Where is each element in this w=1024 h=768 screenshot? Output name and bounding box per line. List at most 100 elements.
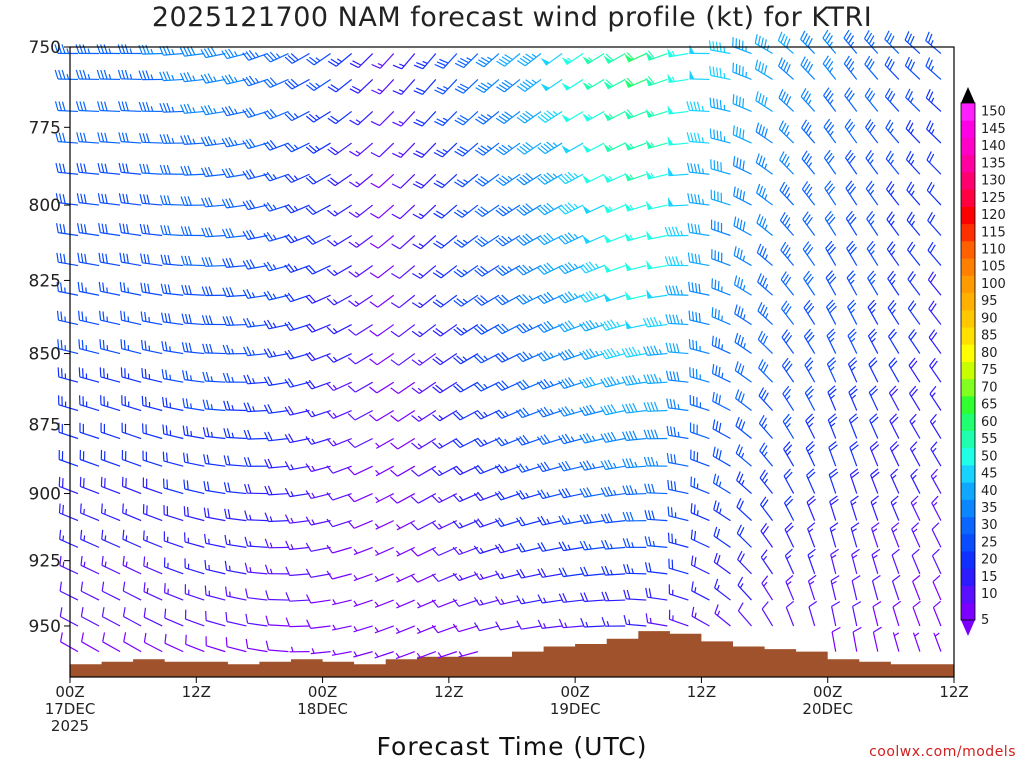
wind-barb (263, 108, 289, 120)
wind-barb (326, 518, 352, 528)
wind-barb (179, 46, 205, 57)
wind-barb (827, 413, 838, 439)
wind-barb (825, 270, 837, 296)
wind-barb (494, 570, 521, 580)
wind-barb (264, 538, 289, 549)
wind-barb (117, 44, 142, 55)
wind-barb (621, 374, 647, 386)
wind-barb (454, 142, 479, 157)
colorbar-top-arrow (961, 87, 975, 103)
colorbar-label: 100 (981, 277, 1006, 292)
wind-barb (645, 200, 668, 210)
wind-barb (536, 291, 563, 305)
wind-barb (349, 53, 374, 69)
wind-barb (180, 134, 205, 145)
wind-barb (285, 566, 310, 577)
wind-barb (884, 30, 900, 54)
wind-barb (558, 171, 584, 185)
wind-barb (245, 638, 268, 653)
wind-barb (390, 324, 416, 338)
wind-barb (931, 548, 942, 575)
wind-barb (223, 482, 247, 495)
wind-barb (714, 604, 731, 627)
x-axis-label: Forecast Time (UTC) (376, 732, 648, 761)
wind-barb (667, 532, 689, 548)
wind-barb (929, 413, 942, 439)
wind-barb (244, 562, 268, 575)
wind-barb (410, 520, 437, 531)
wind-barb (495, 596, 521, 606)
wind-barb (473, 491, 500, 502)
wind-barb (284, 349, 310, 360)
wind-barb (80, 529, 100, 548)
wind-barb (781, 357, 795, 383)
colorbar-label: 50 (981, 449, 998, 464)
wind-barb (688, 339, 710, 355)
wind-barb (347, 493, 373, 503)
wind-barb (904, 56, 921, 80)
wind-barb (416, 625, 437, 634)
wind-barb (162, 424, 184, 440)
colorbar-swatch (961, 602, 975, 621)
wind-barb (119, 281, 142, 296)
wind-barb (910, 495, 921, 521)
wind-barb (54, 69, 79, 81)
wind-barb (494, 543, 521, 554)
wind-barb (326, 465, 352, 474)
wind-barb (78, 339, 100, 355)
wind-barb (869, 413, 879, 439)
colorbar-swatch (961, 258, 975, 276)
wind-barb (785, 600, 795, 627)
wind-barb (579, 319, 605, 332)
wind-barb (932, 574, 942, 601)
wind-barb (711, 335, 731, 355)
wind-barb (783, 468, 795, 494)
wind-barb (688, 281, 710, 296)
wind-barb (558, 567, 584, 578)
wind-barb (932, 600, 942, 627)
wind-barb (732, 37, 752, 55)
wind-barb (733, 186, 752, 206)
wind-barb (474, 234, 500, 248)
wind-barb (822, 55, 837, 80)
wind-barb (758, 359, 774, 383)
wind-barb (100, 476, 121, 495)
y-tick-label: 775 (29, 118, 61, 138)
wind-barb (97, 132, 121, 144)
wind-barb (709, 66, 731, 81)
wind-barb (645, 50, 668, 61)
wind-barb (601, 617, 626, 627)
wind-barb (624, 52, 647, 63)
wind-barb (284, 433, 310, 444)
wind-barb (263, 51, 289, 63)
wind-barb (805, 441, 816, 467)
wind-barb (326, 294, 352, 306)
wind-barb (369, 381, 395, 394)
wind-barb (806, 468, 816, 494)
colorbar-label: 25 (981, 535, 998, 550)
wind-barb (140, 253, 163, 267)
wind-barb (714, 578, 731, 601)
wind-barb (516, 233, 542, 246)
wind-barb (59, 581, 79, 601)
wind-barb (603, 263, 626, 273)
wind-barb (453, 353, 479, 365)
wind-barb (866, 240, 879, 266)
wind-barb (284, 292, 310, 303)
wind-barb (452, 409, 479, 421)
wind-barb (221, 136, 247, 148)
wind-barb (624, 109, 647, 120)
wind-barb (561, 53, 584, 66)
wind-barb (889, 413, 900, 439)
wind-barb (761, 575, 774, 601)
colorbar-label: 75 (981, 363, 998, 378)
wind-barb (159, 102, 184, 113)
wind-barb (622, 485, 647, 496)
wind-barb (829, 522, 839, 548)
wind-barb (370, 142, 395, 158)
wind-barb (369, 353, 395, 366)
wind-barb (371, 53, 395, 69)
wind-barb (667, 166, 689, 177)
wind-barb (164, 583, 184, 601)
wind-barb (101, 555, 121, 575)
